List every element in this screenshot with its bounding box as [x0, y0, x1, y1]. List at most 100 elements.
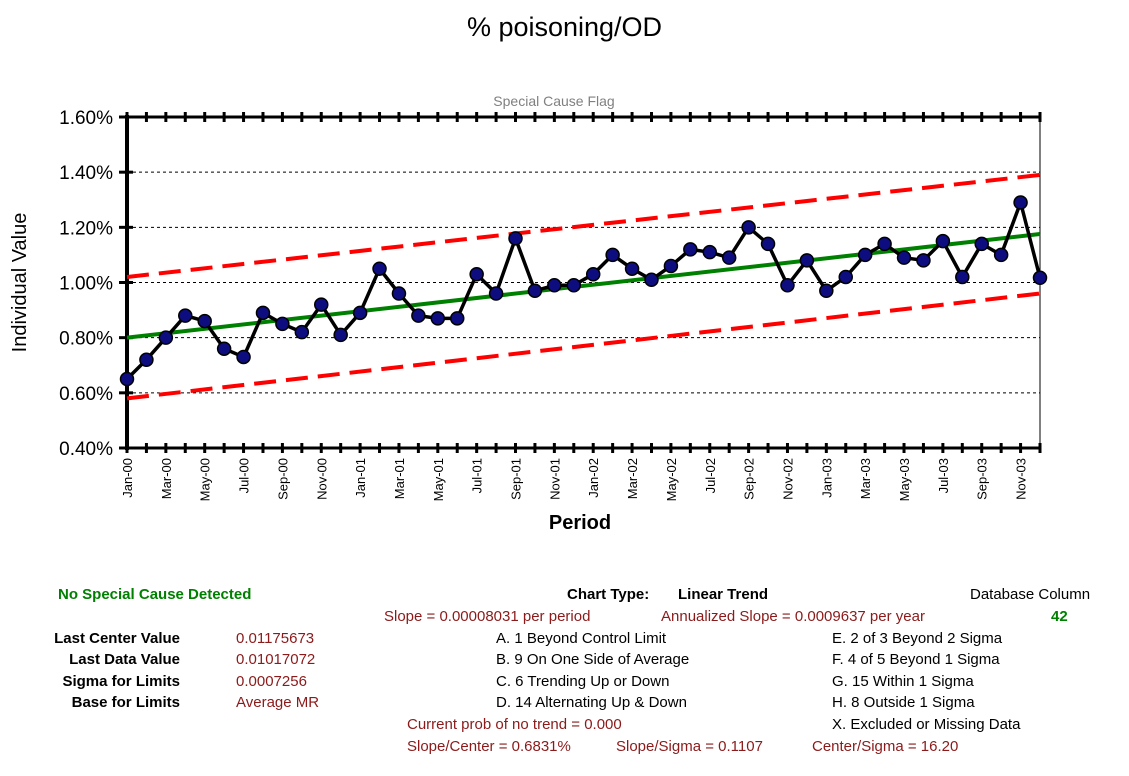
data-point: [741, 220, 756, 235]
rule-f: F. 4 of 5 Beyond 1 Sigma: [832, 651, 1000, 668]
data-point: [547, 278, 562, 293]
data-point: [508, 231, 523, 246]
y-tick-label: 0.60%: [59, 384, 113, 405]
data-point: [236, 349, 251, 365]
data-point: [799, 253, 815, 268]
data-point: [352, 305, 368, 321]
y-tick-label: 1.00%: [59, 274, 113, 295]
x-tick-label: May-03: [897, 458, 912, 501]
chart-plot: 0.40% 0.60% 0.80% 1.00% 1.20% 1.40% 1.60% Speci…: [9, 93, 1048, 534]
data-point: [158, 330, 174, 345]
database-column-value: 42: [1051, 608, 1068, 625]
center-trend-line: [126, 232, 1041, 340]
data-point: [896, 250, 912, 265]
data-point: [624, 261, 640, 276]
data-point: [838, 269, 853, 285]
x-tick-label: Jul-02: [703, 458, 718, 493]
rule-a: A. 1 Beyond Control Limit: [496, 630, 667, 647]
x-tick-label: Sep-03: [975, 458, 990, 500]
database-column-label: Database Column: [970, 586, 1091, 603]
data-point: [430, 311, 446, 326]
data-point: [760, 236, 776, 252]
x-tick-label: Sep-01: [509, 458, 524, 500]
x-tick-label: Jul-03: [936, 458, 951, 493]
data-point: [488, 286, 504, 301]
slope-text: Slope = 0.00008031 per period: [384, 608, 591, 625]
chart-title: % poisoning/OD: [466, 12, 663, 42]
x-tick-label: Sep-02: [742, 458, 757, 500]
x-tick-label: Mar-01: [392, 458, 407, 499]
last-data-value: 0.01017072: [236, 651, 316, 668]
x-tick-label: May-02: [664, 458, 679, 501]
x-tick-label: Nov-00: [314, 458, 329, 500]
last-data-label: Last Data Value: [69, 651, 180, 668]
x-tick-label: Nov-02: [780, 458, 795, 500]
slope-center-text: Slope/Center = 0.6831%: [407, 738, 571, 755]
data-point: [391, 286, 407, 301]
chart-type-value: Linear Trend: [678, 586, 769, 603]
y-axis-label: Individual Value: [9, 213, 31, 353]
data-point: [1013, 195, 1028, 210]
slope-sigma-text: Slope/Sigma = 0.1107: [616, 738, 763, 755]
rule-g: G. 15 Within 1 Sigma: [832, 673, 974, 690]
base-value: Average MR: [236, 694, 320, 711]
x-tick-label: Jan-02: [586, 458, 601, 498]
data-point: [916, 253, 931, 268]
data-point: [275, 316, 290, 332]
data-point: [294, 324, 310, 340]
data-point: [935, 233, 951, 249]
base-label: Base for Limits: [71, 694, 180, 711]
last-center-value: 0.01175673: [236, 630, 315, 647]
data-point: [644, 272, 659, 287]
rule-h: H. 8 Outside 1 Sigma: [832, 694, 975, 711]
rule-b: B. 9 On One Side of Average: [496, 651, 690, 668]
data-point: [255, 305, 271, 321]
prob-trend-text: Current prob of no trend = 0.000: [407, 716, 622, 733]
y-tick-label: 0.80%: [59, 329, 113, 350]
sigma-label: Sigma for Limits: [62, 673, 180, 690]
rule-e: E. 2 of 3 Beyond 2 Sigma: [832, 630, 1003, 647]
data-point: [819, 283, 834, 299]
y-tick-label: 0.40%: [59, 439, 113, 460]
data-point: [216, 341, 232, 356]
y-tick-label: 1.40%: [59, 163, 113, 184]
data-point: [877, 236, 892, 252]
data-point: [605, 247, 620, 263]
chart-type-label: Chart Type:: [567, 586, 650, 603]
x-tick-label: Jan-03: [819, 458, 834, 498]
x-tick-label: Mar-02: [625, 458, 640, 499]
data-point: [314, 297, 329, 312]
rule-c: C. 6 Trending Up or Down: [496, 673, 670, 690]
x-tick-label: Jan-00: [120, 458, 135, 498]
data-point: [566, 278, 582, 293]
x-axis-label: Period: [549, 512, 611, 534]
annualized-slope-text: Annualized Slope = 0.0009637 per year: [661, 608, 925, 625]
data-point: [197, 313, 212, 329]
data-point: [702, 244, 718, 260]
rule-x: X. Excluded or Missing Data: [832, 716, 1021, 733]
data-point: [449, 311, 465, 326]
data-point: [178, 308, 193, 323]
last-center-label: Last Center Value: [54, 630, 180, 647]
y-tick-label: 1.20%: [59, 218, 113, 239]
special-cause-status: No Special Cause Detected: [58, 586, 252, 603]
x-tick-label: May-00: [198, 458, 213, 501]
rule-d: D. 14 Alternating Up & Down: [496, 694, 687, 711]
x-tick-label: Jul-01: [470, 458, 485, 493]
x-tick-label: Mar-03: [858, 458, 873, 499]
data-point: [139, 352, 154, 367]
data-point: [955, 269, 970, 285]
data-point: [683, 242, 698, 257]
special-cause-flag-label: Special Cause Flag: [493, 93, 614, 109]
data-point: [333, 327, 348, 343]
data-point: [372, 261, 387, 276]
x-tick-label: Nov-01: [547, 458, 562, 500]
sigma-value: 0.0007256: [236, 673, 307, 690]
data-point: [527, 283, 543, 299]
data-point: [780, 278, 795, 293]
x-tick-label: Nov-03: [1014, 458, 1029, 500]
x-tick-label: Jul-00: [237, 458, 252, 493]
y-tick-label: 1.60%: [59, 108, 113, 129]
data-point: [663, 258, 679, 274]
data-line: [125, 200, 1042, 381]
